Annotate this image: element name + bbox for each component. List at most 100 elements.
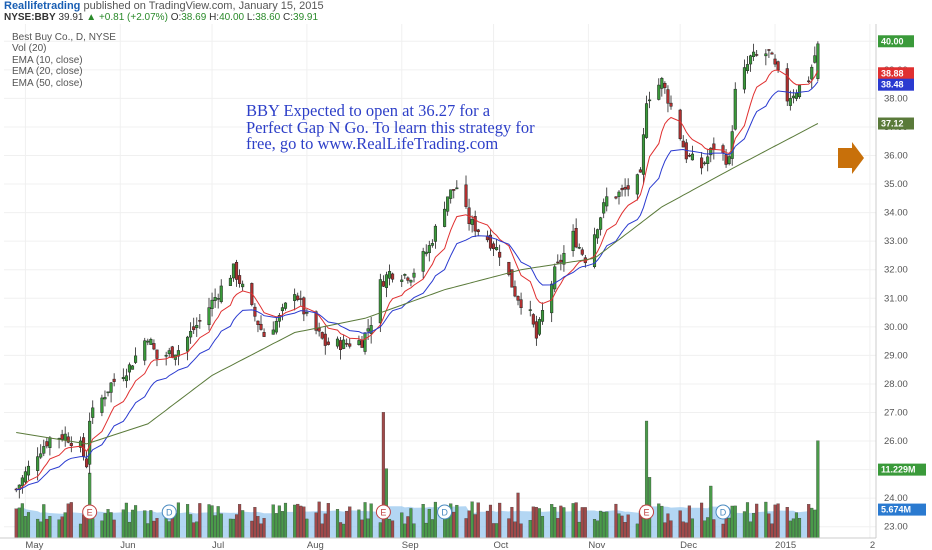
volume-bar (709, 485, 713, 539)
chart-annotation[interactable]: BBY Expected to open at 36.27 for a Perf… (246, 101, 626, 153)
candle-body (381, 281, 385, 287)
event-label: E (644, 508, 650, 518)
x-tick-label: May (25, 540, 43, 550)
volume-bar (296, 503, 300, 539)
candle-body (660, 78, 664, 89)
candle-body (366, 328, 370, 332)
volume-bar (305, 518, 309, 539)
candle-body (186, 336, 190, 352)
candle-body (378, 279, 382, 324)
candle-body (562, 252, 566, 265)
x-tick-label: Jun (120, 540, 135, 550)
volume-bar (424, 522, 428, 539)
volume-bar (534, 506, 538, 539)
candle-body (666, 89, 670, 104)
volume-bar (302, 506, 306, 539)
volume-bar (241, 510, 245, 539)
volume-bar (745, 502, 750, 539)
volume-bar (45, 518, 49, 539)
candle-body (678, 109, 682, 139)
volume-bar (271, 504, 275, 539)
candle-body (785, 68, 789, 102)
candle-body (198, 320, 202, 322)
volume-bar (134, 505, 138, 539)
candle-body (299, 298, 303, 300)
volume-bar (262, 518, 266, 539)
legend-ema20[interactable]: EMA (20, close) (12, 66, 83, 78)
high-label: H: (209, 12, 220, 23)
volume-bar (189, 514, 193, 539)
volume-bar (167, 521, 171, 539)
volume-bar (635, 523, 639, 539)
volume-bar (26, 512, 31, 539)
volume-bar (326, 503, 330, 539)
legend-ema50[interactable]: EMA (50, close) (12, 77, 83, 89)
volume-bar (684, 522, 688, 539)
volume-bar (602, 511, 606, 539)
volume-layer (14, 412, 820, 539)
candle-body (339, 340, 343, 350)
annotation-line-1: BBY Expected to open at 36.27 for a (246, 101, 491, 120)
volume-bar (378, 522, 382, 539)
volume-bar (283, 502, 288, 539)
legend-title[interactable]: Best Buy Co., D, NYSE (12, 32, 116, 43)
volume-bar (733, 505, 737, 539)
ema50-line (16, 123, 819, 445)
candle-body (412, 272, 416, 278)
volume-bar (146, 523, 150, 539)
candle-body (620, 188, 624, 191)
symbol-label[interactable]: NYSE:BBY (4, 12, 56, 23)
candle-body (507, 261, 511, 275)
volume-bar (491, 523, 496, 539)
price-badge-label: 38.48 (881, 80, 904, 90)
event-label: E (87, 508, 93, 518)
volume-bar (816, 440, 820, 539)
volume-bar (17, 507, 21, 539)
close-label: C: (283, 12, 294, 23)
candle-body (473, 216, 477, 232)
volume-bar (540, 516, 545, 539)
candle-body (192, 326, 196, 331)
legend-vol[interactable]: Vol (20) (12, 43, 47, 55)
candle-body (727, 156, 731, 165)
candle-body (813, 55, 817, 63)
price-change: +0.81 (+2.07%) (98, 12, 168, 23)
author-link[interactable]: Reallifetrading (4, 0, 81, 12)
candle-body (228, 277, 232, 286)
candle-body (335, 338, 340, 347)
candle-body (317, 327, 321, 332)
price-badge-layer: 40.00 38.88 38.48 37.12 11.229M 5.674M (878, 35, 926, 516)
candle-body (302, 297, 306, 315)
candle-body (207, 307, 211, 326)
candle-body (45, 441, 49, 447)
candle-body (491, 243, 496, 250)
legend-ema10[interactable]: EMA (10, close) (12, 54, 83, 66)
candle-body (231, 263, 236, 279)
candle-body (360, 340, 364, 348)
candle-body (571, 230, 575, 252)
volume-bar (391, 520, 395, 539)
candle-body (384, 274, 389, 288)
volume-bar (452, 511, 456, 539)
volume-bar (335, 509, 340, 539)
volume-bar (366, 518, 370, 539)
candle-layer (14, 41, 820, 499)
candle-body (602, 202, 606, 214)
volume-bar (797, 518, 802, 539)
candle-body (706, 156, 710, 164)
volume-bar (550, 504, 554, 539)
candle-body (755, 54, 759, 56)
candle-body (791, 95, 795, 99)
candle-body (709, 147, 713, 156)
publish-info: published on TradingView.com, January 15… (83, 0, 324, 12)
volume-bar (583, 507, 587, 539)
volume-bar (317, 501, 321, 539)
candle-body (663, 82, 667, 88)
candle-body (599, 217, 603, 230)
candle-body (476, 229, 480, 232)
volume-bar (106, 509, 110, 539)
volume-bar (409, 508, 413, 539)
candle-body (470, 219, 474, 225)
candle-body (433, 225, 437, 242)
